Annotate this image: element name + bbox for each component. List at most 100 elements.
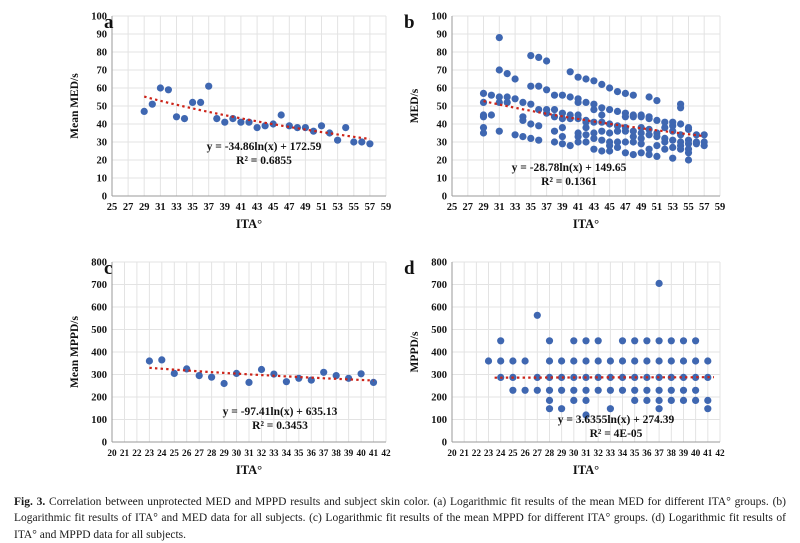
- svg-text:22: 22: [472, 449, 482, 459]
- data-point: [558, 124, 566, 132]
- data-point: [677, 104, 685, 112]
- data-point: [653, 133, 661, 141]
- caption-text: Correlation between unprotected MED and …: [14, 496, 786, 541]
- data-point: [566, 93, 574, 101]
- data-point: [643, 396, 651, 404]
- data-point: [497, 337, 505, 345]
- data-point: [582, 98, 590, 106]
- data-point: [590, 134, 598, 142]
- data-point: [692, 337, 700, 345]
- x-axis-title: ITA°: [236, 217, 262, 231]
- data-point: [309, 127, 318, 135]
- svg-text:42: 42: [381, 449, 391, 459]
- svg-text:51: 51: [316, 202, 327, 213]
- data-point: [653, 142, 661, 150]
- panel-c: 20 21 22 23 24 25 26 27 28 29 30 31 32 33 34 35 36 37 38 39…: [0, 246, 400, 492]
- data-point: [503, 70, 511, 78]
- data-point: [669, 143, 677, 151]
- data-point: [189, 98, 197, 106]
- data-point: [613, 107, 622, 115]
- panel-letter: b: [404, 12, 415, 33]
- svg-text:40: 40: [356, 449, 366, 459]
- data-point: [232, 369, 241, 377]
- data-point: [645, 93, 653, 101]
- data-point: [598, 80, 606, 88]
- data-point: [269, 120, 277, 128]
- svg-text:33: 33: [510, 202, 520, 213]
- data-point: [637, 129, 645, 137]
- data-point: [704, 357, 712, 365]
- data-point: [606, 106, 614, 114]
- svg-text:30: 30: [569, 449, 579, 459]
- data-point: [621, 149, 629, 157]
- data-point: [643, 337, 651, 345]
- gridlines: [111, 261, 387, 443]
- fit-equation: y = 3.6355ln(x) + 274.39: [558, 414, 675, 426]
- svg-text:100: 100: [91, 415, 107, 426]
- data-point: [598, 136, 606, 144]
- svg-text:100: 100: [431, 415, 447, 426]
- svg-text:45: 45: [604, 202, 615, 213]
- data-point: [598, 147, 606, 155]
- x-tick-labels: 20 21 22 23 24 25 26 27 28 29 30 31 32 33 34 35 36 37 38 39…: [107, 449, 391, 459]
- y-tick-labels: 0 10 20 30 40 50 60 70 80 90 100: [431, 12, 447, 203]
- svg-text:21: 21: [120, 449, 130, 459]
- data-point: [229, 115, 237, 123]
- data-point: [643, 386, 651, 394]
- data-point: [582, 396, 590, 404]
- svg-text:700: 700: [91, 280, 107, 291]
- data-point: [669, 122, 677, 130]
- svg-text:28: 28: [545, 449, 555, 459]
- data-point: [645, 151, 653, 159]
- svg-text:600: 600: [91, 303, 107, 314]
- data-point: [645, 145, 653, 153]
- data-point: [570, 396, 578, 404]
- y-axis-title: MPPD/s: [409, 331, 421, 372]
- x-axis-title: ITA°: [573, 217, 599, 231]
- data-point: [655, 405, 663, 413]
- data-point: [495, 127, 503, 135]
- svg-text:30: 30: [232, 449, 242, 459]
- data-point: [479, 124, 488, 132]
- data-point: [479, 129, 488, 137]
- svg-text:800: 800: [431, 258, 447, 269]
- svg-text:200: 200: [91, 393, 107, 404]
- panel-d-plot: 20 21 22 23 24 25 26 27 28 29 30 31 32 33 34 35 36 37 38 39…: [404, 258, 725, 478]
- data-point: [667, 357, 675, 365]
- data-point: [533, 386, 541, 394]
- data-point: [692, 386, 700, 394]
- data-points: [479, 34, 708, 164]
- data-point: [655, 357, 663, 365]
- fit-equation: y = -97.41ln(x) + 635.13: [223, 406, 338, 418]
- data-point: [645, 131, 653, 139]
- data-point: [558, 357, 566, 365]
- y-axis-title: Mean MPPD/s: [69, 316, 81, 388]
- data-point: [521, 357, 529, 365]
- data-point: [645, 115, 653, 123]
- data-point: [669, 136, 677, 144]
- data-point: [527, 100, 535, 108]
- data-point: [606, 84, 614, 92]
- data-point: [156, 84, 164, 92]
- data-point: [594, 386, 602, 394]
- svg-text:33: 33: [269, 449, 279, 459]
- svg-text:29: 29: [219, 449, 229, 459]
- data-points: [145, 356, 378, 388]
- svg-text:27: 27: [195, 449, 205, 459]
- data-point: [257, 365, 266, 374]
- svg-text:35: 35: [630, 449, 640, 459]
- svg-text:42: 42: [715, 449, 725, 459]
- svg-text:40: 40: [437, 120, 448, 131]
- svg-text:0: 0: [102, 438, 107, 449]
- data-point: [594, 357, 602, 365]
- data-point: [527, 120, 535, 128]
- svg-text:32: 32: [594, 449, 604, 459]
- data-point: [245, 118, 253, 126]
- panel-a-plot: 25 27 29 31 33 35 37 39 41 43 45 47 49 51 53 55 57 59 0 10 2…: [69, 12, 391, 232]
- svg-text:31: 31: [155, 202, 166, 213]
- data-point: [545, 357, 554, 365]
- data-point: [270, 370, 278, 378]
- svg-text:90: 90: [97, 30, 108, 41]
- data-point: [631, 386, 639, 394]
- svg-text:36: 36: [307, 449, 317, 459]
